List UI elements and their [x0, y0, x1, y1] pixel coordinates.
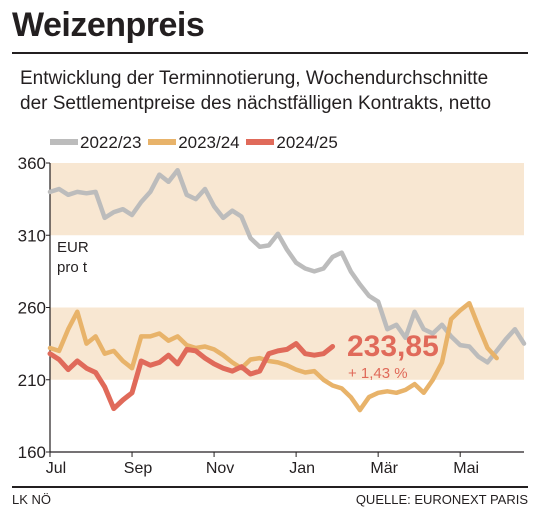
footer-left: LK NÖ [12, 492, 52, 507]
footer-rule [12, 486, 528, 488]
y-axis-label: EUR [57, 239, 89, 256]
subtitle-line-2: der Settlementpreise des nächstfälligen … [20, 93, 492, 114]
title-rule [12, 52, 528, 54]
legend-item-2023-24: 2023/24 [148, 133, 240, 153]
series-line-2022-23 [47, 167, 527, 365]
legend-label-2022-23: 2022/23 [80, 133, 142, 152]
legend-item-2024-25: 2024/25 [246, 133, 338, 153]
x-tick-label: Mai [453, 460, 479, 477]
legend-label-2023-24: 2023/24 [178, 133, 240, 152]
legend-swatch-2024-25 [246, 139, 275, 146]
series-line-2024-25 [47, 341, 336, 412]
change-label: + 1,43 % [348, 365, 408, 382]
x-tick-label: Nov [206, 460, 234, 477]
chart-subtitle: Entwicklung der Terminnotierung, Wochend… [20, 66, 491, 116]
x-tick-label: Jan [289, 460, 315, 477]
subtitle-line-1: Entwicklung der Terminnotierung, Wochend… [20, 68, 489, 89]
y-tick-label: 160 [18, 443, 46, 462]
x-tick-label: Mär [370, 460, 398, 477]
x-tick-label: Sep [124, 460, 153, 477]
y-tick-label: 260 [18, 299, 46, 318]
legend-item-2022-23: 2022/23 [50, 133, 141, 153]
y-tick-label: 310 [18, 226, 46, 245]
chart-title: Weizenpreis [12, 6, 205, 44]
chart-legend: 2022/23 2023/24 2024/25 [50, 133, 340, 153]
y-axis-label: pro t [57, 259, 88, 276]
legend-swatch-2023-24 [148, 139, 177, 146]
legend-swatch-2022-23 [50, 139, 78, 146]
footer-right: QUELLE: EURONEXT PARIS [355, 492, 528, 507]
y-band-1 [50, 163, 524, 236]
x-tick-label: Jul [46, 460, 66, 477]
series-line-2023-24 [47, 300, 499, 413]
last-value-label: 233,85 [347, 330, 439, 363]
y-tick-label: 210 [18, 371, 46, 390]
y-tick-label: 360 [18, 154, 46, 173]
legend-label-2024-25: 2024/25 [276, 133, 338, 152]
